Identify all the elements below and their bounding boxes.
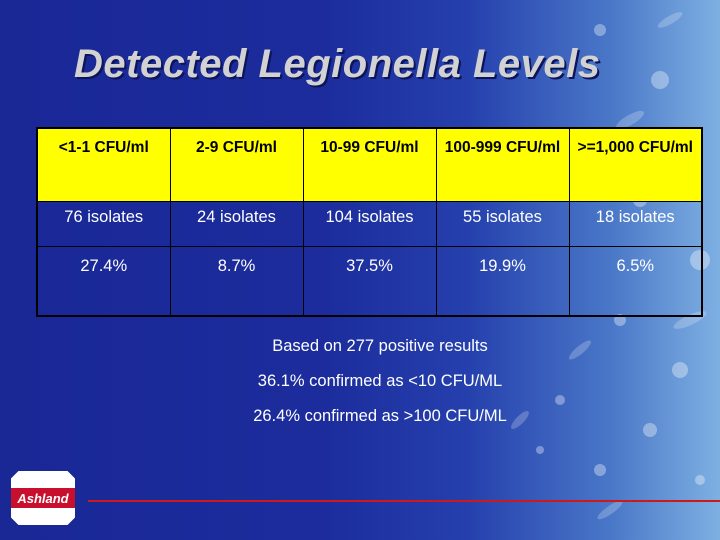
- header-cell: <1-1 CFU/ml: [36, 127, 171, 202]
- percentage-cell: 27.4%: [36, 246, 171, 317]
- header-cell: >=1,000 CFU/ml: [568, 127, 703, 202]
- note-line: 26.4% confirmed as >100 CFU/ML: [253, 407, 507, 425]
- percentage-cell: 19.9%: [435, 246, 570, 317]
- percentage-row: 27.4% 8.7% 37.5% 19.9% 6.5%: [36, 246, 703, 317]
- isolates-cell: 24 isolates: [169, 201, 304, 247]
- logo-text: Ashland: [16, 491, 69, 506]
- isolates-cell: 55 isolates: [435, 201, 570, 247]
- isolates-row: 76 isolates 24 isolates 104 isolates 55 …: [36, 201, 703, 247]
- header-row: <1-1 CFU/ml 2-9 CFU/ml 10-99 CFU/ml 100-…: [36, 127, 703, 202]
- isolates-cell: 76 isolates: [36, 201, 171, 247]
- summary-notes: Based on 277 positive results 36.1% conf…: [180, 336, 580, 441]
- slide-title: Detected Legionella Levels: [74, 42, 601, 86]
- legionella-levels-table: <1-1 CFU/ml 2-9 CFU/ml 10-99 CFU/ml 100-…: [36, 127, 703, 317]
- accent-line: [88, 500, 720, 502]
- header-cell: 10-99 CFU/ml: [302, 127, 437, 202]
- note-line: Based on 277 positive results: [272, 337, 488, 355]
- percentage-cell: 8.7%: [169, 246, 304, 317]
- header-cell: 100-999 CFU/ml: [435, 127, 570, 202]
- ashland-logo: Ashland: [9, 469, 77, 527]
- note-line: 36.1% confirmed as <10 CFU/ML: [257, 372, 503, 390]
- isolates-cell: 18 isolates: [568, 201, 703, 247]
- percentage-cell: 37.5%: [302, 246, 437, 317]
- isolates-cell: 104 isolates: [302, 201, 437, 247]
- percentage-cell: 6.5%: [568, 246, 703, 317]
- header-cell: 2-9 CFU/ml: [169, 127, 304, 202]
